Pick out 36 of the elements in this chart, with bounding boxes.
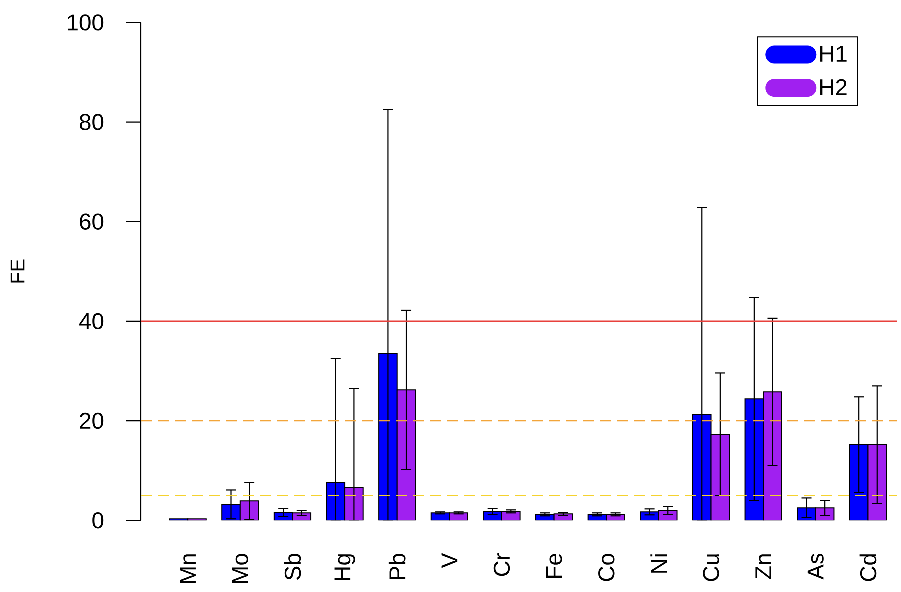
y-tick-label: 40: [80, 313, 104, 330]
y-axis-title: FE: [10, 260, 25, 283]
x-tick-label: Cr: [494, 554, 510, 576]
y-tick-label: 20: [80, 412, 104, 430]
x-tick-label: Pb: [388, 554, 406, 580]
y-tick-label: 80: [80, 114, 104, 130]
bar: [449, 512, 468, 521]
bar: [292, 512, 312, 521]
bar: [763, 392, 782, 521]
legend-label: H1: [820, 46, 847, 62]
y-tick-label: 0: [92, 512, 104, 529]
bar: [606, 514, 626, 521]
x-tick-label: Sb: [284, 554, 302, 580]
y-tick-label: 60: [80, 214, 104, 230]
bar: [658, 510, 678, 521]
x-tick-label: Cd: [860, 554, 877, 582]
bar: [710, 434, 730, 521]
x-tick-label: Mo: [232, 554, 248, 584]
bar: [815, 508, 835, 521]
x-tick-label: As: [808, 554, 824, 580]
legend-label: H2: [820, 79, 847, 96]
bar: [240, 500, 260, 521]
bar: [554, 514, 574, 521]
x-tick-label: Co: [598, 554, 615, 582]
bar: [344, 487, 364, 521]
x-tick-label: Ni: [650, 554, 668, 573]
x-tick-label: Mn: [180, 554, 196, 584]
x-tick-label: V: [442, 553, 458, 568]
x-tick-label: Fe: [546, 554, 562, 578]
bar: [396, 390, 416, 521]
bar: [502, 511, 521, 521]
x-tick-label: Hg: [334, 554, 356, 581]
bar: [868, 444, 888, 521]
y-tick-label: 100: [68, 14, 104, 31]
x-tick-label: Zn: [756, 554, 772, 580]
x-tick-label: Cu: [703, 554, 720, 582]
